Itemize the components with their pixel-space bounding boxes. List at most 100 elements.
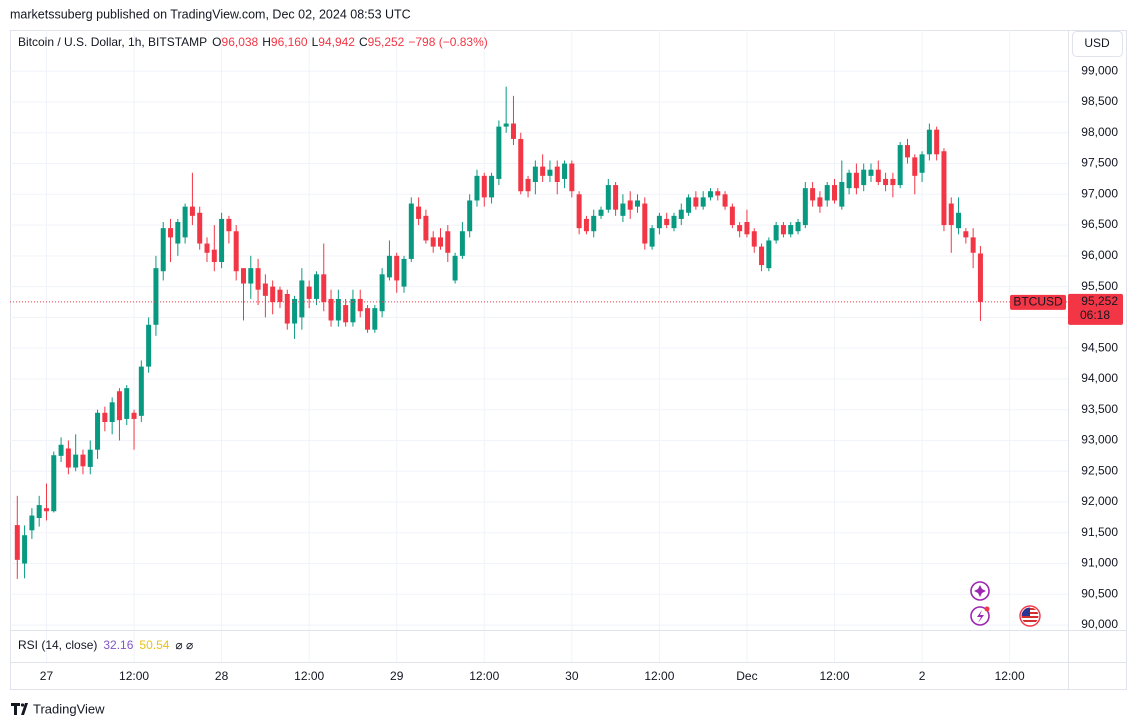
candle-body	[489, 175, 495, 198]
brand-logo	[11, 703, 28, 715]
ohlc-key: H	[262, 35, 271, 49]
flag-glyph	[1021, 607, 1039, 625]
candle-body	[153, 268, 159, 325]
candle-body	[233, 231, 239, 272]
brand-logo-dot	[20, 703, 25, 707]
candle-body	[14, 525, 20, 560]
candle-body	[160, 228, 166, 272]
candle-body	[642, 203, 648, 244]
y-tick-label: 92,000	[1081, 494, 1118, 508]
candle-body	[693, 197, 699, 207]
candle-body	[43, 508, 49, 512]
candle-body	[846, 172, 852, 189]
candle-body	[729, 206, 735, 226]
event-icons	[970, 581, 1041, 627]
candle-body	[124, 388, 130, 419]
indicator-name: RSI (14, close)	[18, 638, 97, 652]
candle-body	[591, 215, 597, 232]
candle-body	[292, 298, 298, 324]
candle-body	[868, 169, 874, 176]
candle-body	[664, 218, 670, 226]
candle-body	[262, 283, 268, 296]
candle-body	[737, 225, 743, 232]
candle-body	[270, 286, 276, 302]
countdown-label: 06:18	[1080, 308, 1110, 322]
candle-body	[707, 191, 713, 198]
candle-body	[102, 412, 108, 422]
x-tick-label: 30	[565, 669, 579, 683]
x-tick-label: 12:00	[995, 669, 1025, 683]
change: −798 (−0.83%)	[408, 35, 487, 49]
candle-body	[671, 215, 677, 229]
candle-body	[357, 298, 363, 312]
candle-body	[22, 535, 28, 564]
candle-body	[416, 206, 422, 219]
ohlc-value: 94,942	[318, 35, 355, 49]
price-tag-label: 95,252	[1081, 294, 1118, 308]
candle-body	[620, 203, 626, 216]
brand: TradingView	[11, 701, 105, 716]
candle-body	[795, 222, 801, 232]
candle-body	[481, 175, 487, 198]
chart-frame	[10, 30, 1127, 690]
candle-body	[226, 218, 232, 232]
candle-body	[350, 298, 356, 323]
candle-body	[977, 253, 983, 302]
grid	[10, 30, 1068, 662]
y-tick-label: 95,500	[1081, 279, 1118, 293]
candle-body	[459, 231, 465, 256]
candle-body	[970, 237, 976, 253]
currency-label: USD	[1084, 36, 1110, 50]
candle-body	[299, 280, 305, 318]
candle-body	[532, 166, 538, 182]
candle-body	[824, 185, 830, 201]
symbol-title: Bitcoin / U.S. Dollar, 1h, BITSTAMP	[18, 35, 207, 49]
candle-body	[379, 274, 385, 312]
indicator-extra: ⌀ ⌀	[175, 638, 193, 652]
candle-body	[430, 237, 436, 247]
brand-name: TradingView	[33, 701, 105, 716]
y-tick-label: 91,500	[1081, 525, 1118, 539]
candle-body	[131, 412, 137, 419]
y-tick-label: 97,500	[1081, 156, 1118, 170]
candle-body	[715, 191, 721, 196]
candle-body	[408, 203, 414, 259]
candle-body	[313, 274, 319, 299]
candle-body	[569, 163, 575, 192]
candle-body	[401, 258, 407, 287]
candle-body	[437, 237, 443, 247]
candle-body	[780, 225, 786, 235]
ohlc-value: 96,038	[222, 35, 259, 49]
ohlc-values: O96,038 H96,160 L94,942 C95,252	[212, 35, 405, 49]
candle-body	[656, 215, 662, 229]
x-tick-label: 27	[40, 669, 54, 683]
ohlc-value: 95,252	[368, 35, 405, 49]
candle-body	[73, 454, 79, 468]
candle-body	[365, 308, 371, 330]
candle-body	[554, 166, 560, 182]
x-tick-label: 12:00	[469, 669, 499, 683]
candle-body	[562, 163, 568, 179]
candle-body	[941, 151, 947, 226]
candle-body	[65, 448, 71, 468]
currency-button[interactable]	[1072, 31, 1123, 57]
x-tick-label: 12:00	[119, 669, 149, 683]
ohlc-key: O	[212, 35, 221, 49]
y-tick-label: 98,500	[1081, 94, 1118, 108]
candle-body	[926, 129, 932, 155]
candle-body	[394, 255, 400, 281]
candle-body	[518, 138, 524, 192]
candle-body	[853, 172, 859, 189]
y-tick-label: 93,500	[1081, 402, 1118, 416]
candle-body	[686, 197, 692, 213]
event-icon-glyph	[977, 610, 984, 623]
y-tick-label: 97,000	[1081, 186, 1118, 200]
candle-body	[635, 200, 641, 207]
candle-body	[445, 231, 451, 253]
candle-body	[919, 154, 925, 173]
symbol-tag-label: BTCUSD	[1013, 295, 1063, 309]
x-tick-label: 28	[215, 669, 229, 683]
